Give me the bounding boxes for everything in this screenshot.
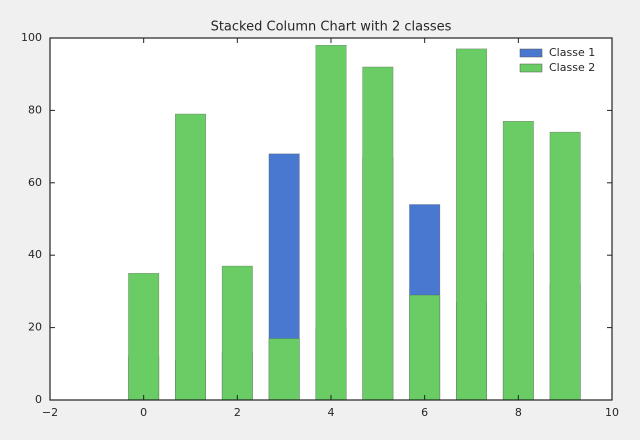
legend-label: Classe 2 (549, 61, 595, 74)
x-tick-label: 8 (515, 406, 522, 419)
bar (409, 294, 441, 401)
y-tick-label: 60 (28, 176, 42, 189)
legend-swatch (519, 63, 543, 73)
y-tick-label: 0 (35, 393, 42, 406)
y-tick-label: 40 (28, 248, 42, 261)
legend-label: Classe 1 (549, 46, 595, 59)
x-tick-label: 6 (421, 406, 428, 419)
bar (128, 273, 160, 401)
bar (549, 131, 581, 401)
bar (315, 44, 347, 401)
bar (502, 121, 534, 401)
bar (175, 113, 206, 401)
y-tick-label: 100 (21, 31, 42, 44)
x-tick-label: 10 (605, 406, 619, 419)
x-tick-label: 4 (328, 406, 335, 419)
legend-swatch (519, 48, 543, 58)
bar (456, 48, 487, 401)
bar (362, 66, 394, 401)
x-tick-label: 2 (234, 406, 241, 419)
bar (221, 265, 253, 401)
bar (268, 338, 300, 401)
y-tick-label: 20 (28, 321, 42, 334)
x-tick-label: 0 (140, 406, 147, 419)
chart-title: Stacked Column Chart with 2 classes (211, 20, 452, 35)
x-tick-label: −2 (42, 406, 58, 419)
y-tick-label: 80 (28, 103, 42, 116)
